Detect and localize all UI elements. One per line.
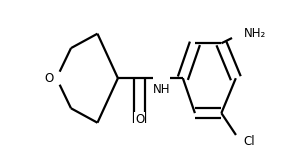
Text: Cl: Cl: [244, 136, 255, 148]
Text: NH₂: NH₂: [244, 27, 266, 40]
Text: O: O: [135, 113, 144, 126]
Text: NH: NH: [152, 83, 170, 97]
Text: O: O: [44, 72, 54, 85]
